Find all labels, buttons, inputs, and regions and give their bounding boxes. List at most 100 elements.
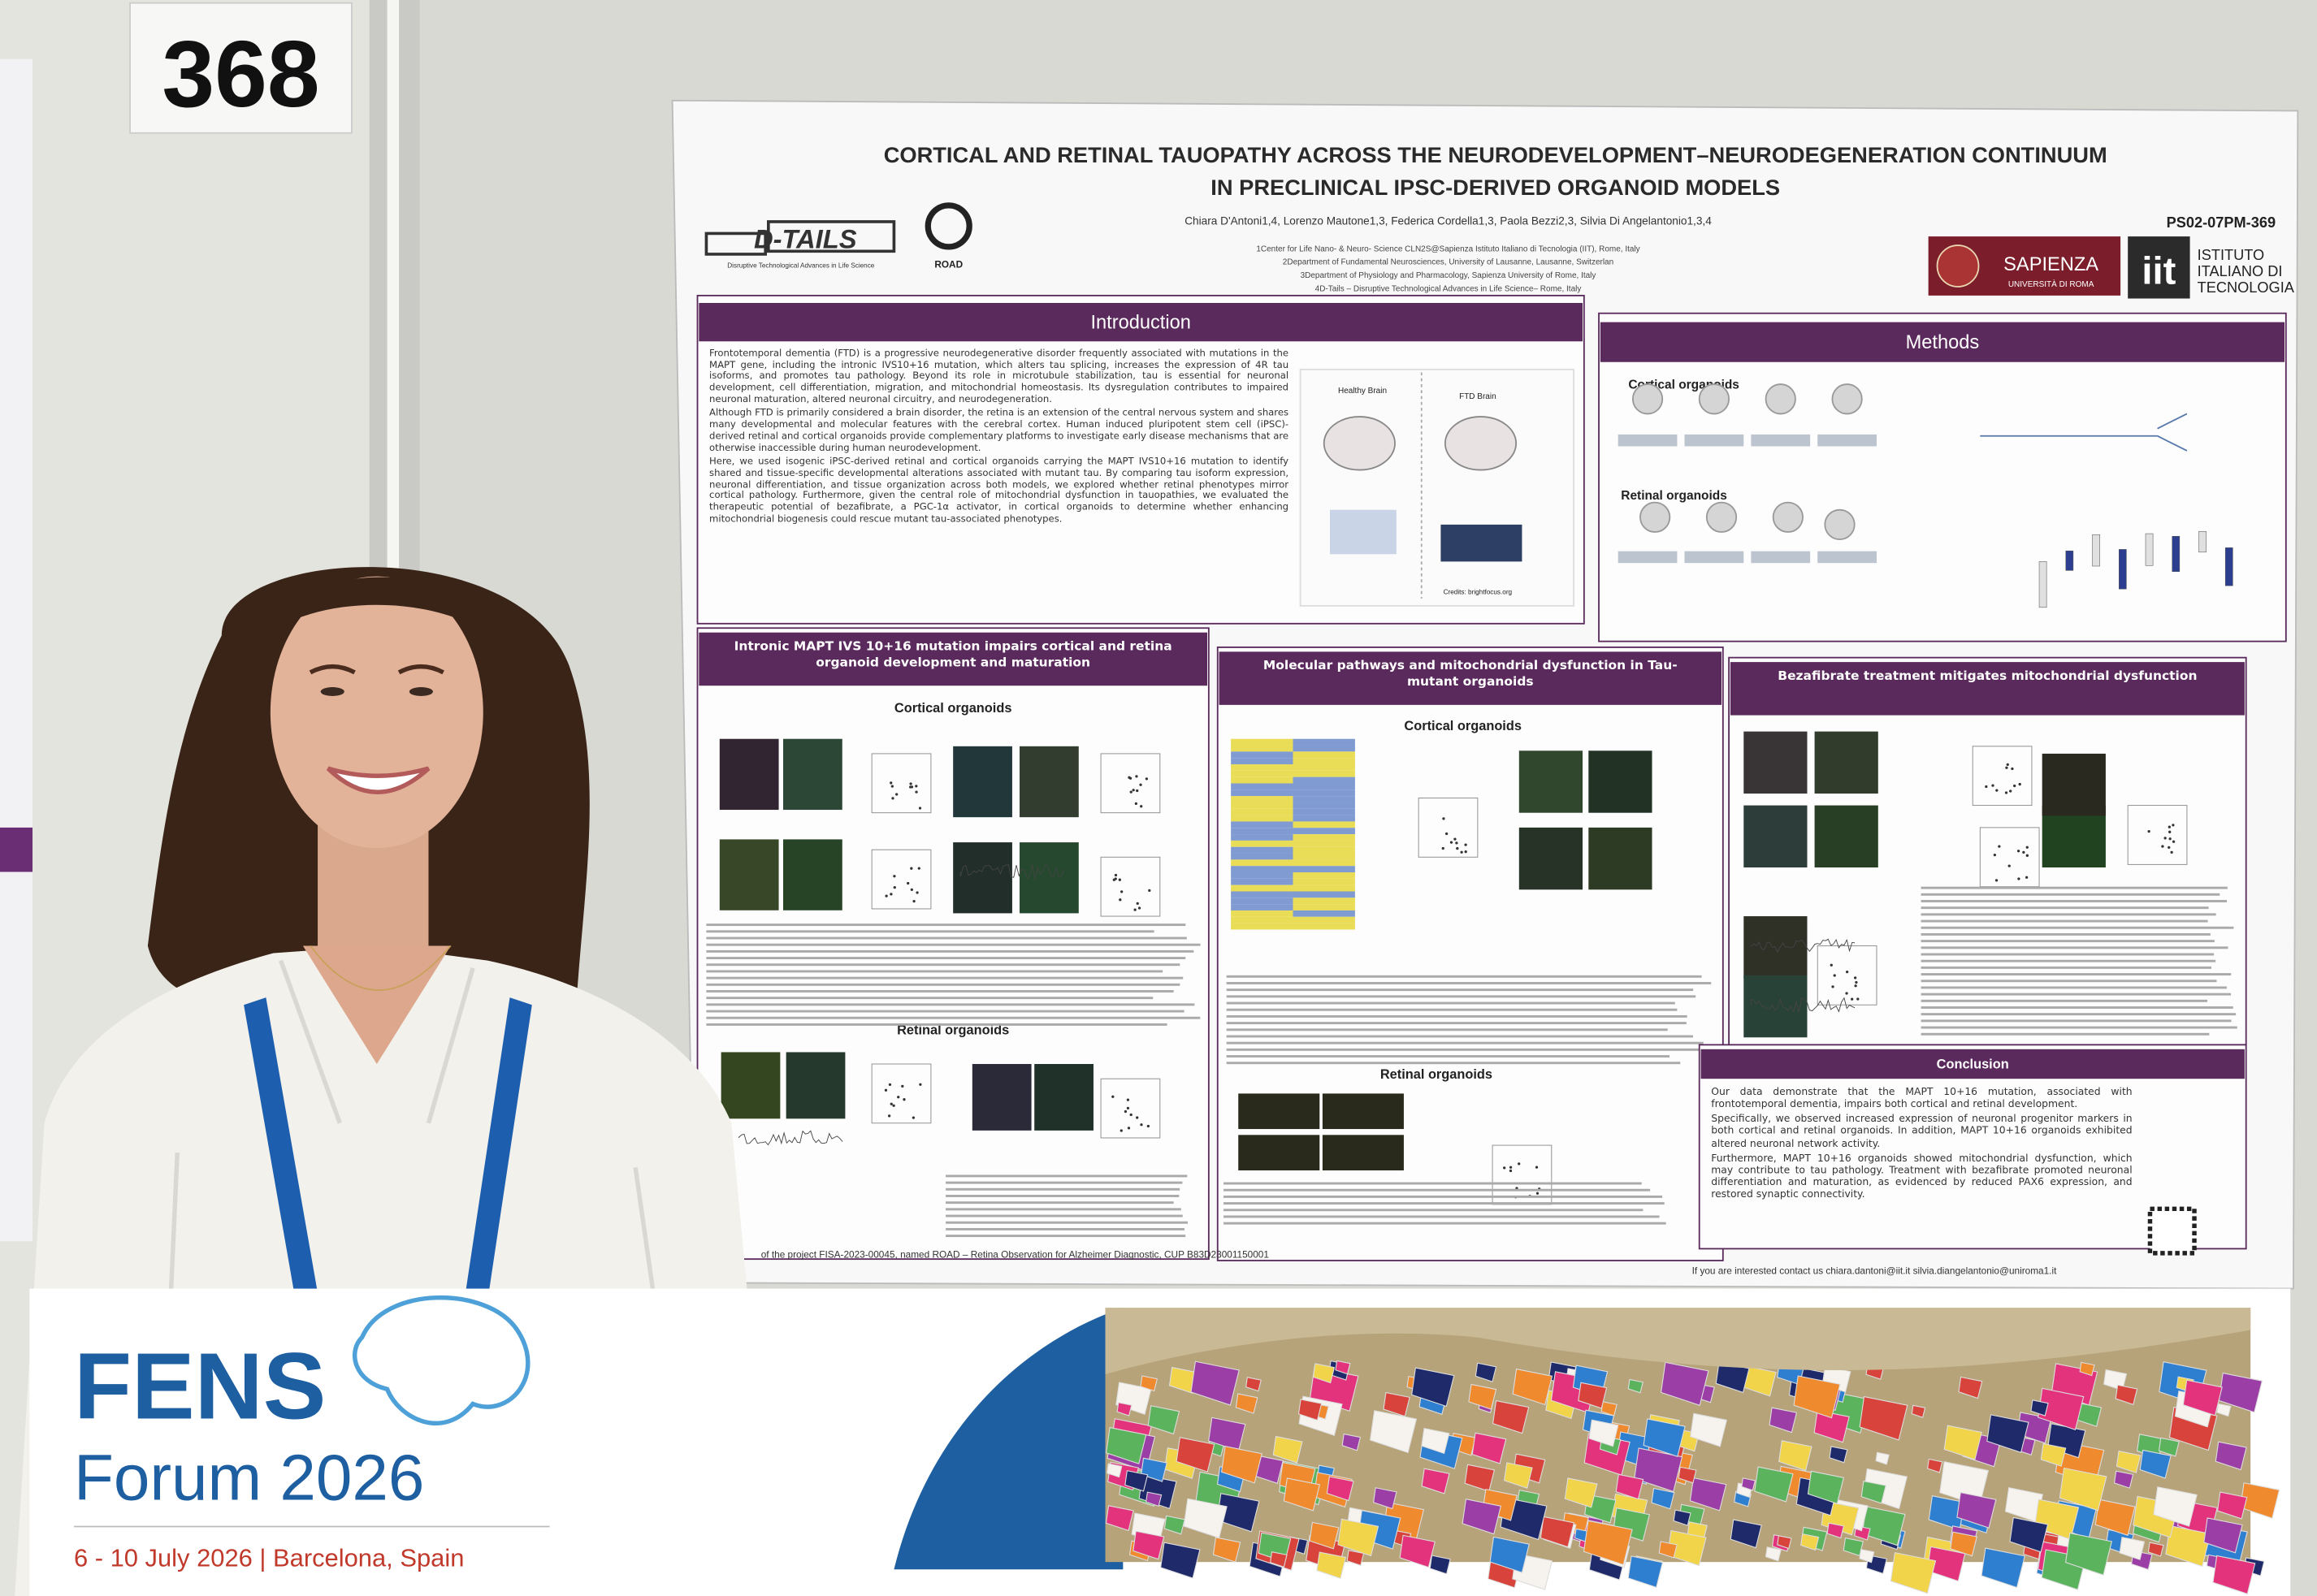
plot-dot: [1128, 776, 1131, 779]
plot-dot: [1120, 890, 1124, 893]
heatmap-cell: [1231, 796, 1293, 802]
timeline-step: [1751, 434, 1811, 447]
heatmap-cell: [1293, 828, 1355, 835]
plot-dot: [1456, 846, 1459, 850]
heatmap-cell: [1231, 916, 1293, 923]
mosaic-tile: [1950, 1531, 1977, 1557]
plot-dot: [1137, 906, 1141, 910]
organoid-illustration: [1639, 501, 1671, 533]
heatmap-cell: [1293, 859, 1355, 867]
mosaic-tile: [1369, 1410, 1418, 1454]
mosaic-tile: [1986, 1414, 2029, 1454]
caption-line: [1921, 1019, 2232, 1023]
plot-dot: [1856, 997, 1860, 1001]
heatmap-cell: [1231, 738, 1293, 746]
plot-dot: [1535, 1192, 1540, 1195]
neuron-illustration: [1440, 524, 1522, 562]
mosaic-tile: [1956, 1491, 1997, 1529]
plot-dot: [890, 781, 893, 785]
mosaic-tile: [2139, 1449, 2172, 1479]
timeline-step: [1751, 551, 1811, 564]
affiliation: 1Center for Life Nano- & Neuro- Science …: [1256, 244, 1639, 253]
caption-line: [1921, 946, 2228, 949]
caption-line: [1226, 1035, 1693, 1038]
caption-line: [706, 997, 1154, 1000]
mosaic-tile: [2113, 1470, 2134, 1489]
mosaic-tile: [2030, 1399, 2049, 1417]
plot-dot: [1148, 889, 1151, 892]
plot-dot: [2005, 766, 2008, 769]
mosaic-tile: [1220, 1446, 1262, 1484]
plot-dot: [1833, 974, 1836, 977]
micrograph: [783, 738, 842, 811]
plot-dot: [910, 867, 913, 870]
micrograph: [1743, 975, 1808, 1038]
organoid-illustration: [1631, 383, 1664, 415]
plot-dot: [897, 1096, 900, 1099]
mosaic-tile: [1106, 1426, 1147, 1464]
plot-dot: [909, 785, 912, 789]
caption-line: [1223, 1222, 1666, 1225]
mosaic-tile: [2212, 1555, 2256, 1595]
plot-dot: [1136, 789, 1139, 793]
mosaic-tile: [2009, 1516, 2049, 1553]
caption-line: [1226, 1022, 1687, 1025]
mosaic-tile: [1283, 1477, 1321, 1512]
caption-line: [1226, 1001, 1675, 1005]
caption-line: [946, 1187, 1180, 1191]
affiliation: 2Department of Fundamental Neurosciences…: [1283, 258, 1613, 267]
section-header: [1730, 662, 2245, 716]
figure-label: Credits: brightfocus.org: [1444, 588, 1513, 595]
caption-line: [1223, 1188, 1651, 1192]
plot-dot: [890, 1102, 893, 1105]
caption-line: [1921, 893, 2220, 896]
heatmap-cell: [1231, 783, 1293, 790]
heatmap-cell: [1293, 802, 1355, 809]
plot-dot: [1535, 1166, 1539, 1169]
panel-subheading: Retinal organoids: [1380, 1067, 1492, 1082]
plot-dot: [1509, 1169, 1513, 1173]
plot-dot: [2025, 846, 2029, 849]
mosaic-tile: [1859, 1548, 1875, 1564]
plot-dot: [1994, 879, 1999, 882]
mosaic-tile: [1133, 1530, 1165, 1560]
poster-code: PS02-07PM-369: [2167, 214, 2276, 231]
micrograph: [721, 1052, 781, 1119]
eyebrow: [309, 664, 444, 675]
iit-logo: iit: [2142, 249, 2176, 292]
plot-dot: [1444, 832, 1449, 836]
heatmap-cell: [1293, 904, 1355, 910]
micrograph: [1322, 1093, 1404, 1130]
mosaic-tile: [2059, 1467, 2107, 1512]
mosaic-tile: [2065, 1532, 2112, 1576]
plot-dot: [1134, 802, 1138, 806]
heatmap-cell: [1231, 828, 1293, 835]
paragraph: Although FTD is primarily considered a b…: [709, 407, 1289, 453]
plot-dot: [1136, 902, 1139, 905]
method-chart-bar: [2145, 533, 2154, 566]
plot-frame: [1817, 945, 1877, 1006]
caption-line: [946, 1208, 1181, 1211]
micrograph: [1020, 842, 1079, 914]
plot-dot: [1845, 992, 1848, 995]
calcium-trace: [1750, 938, 1856, 954]
mosaic-tile: [1492, 1399, 1530, 1434]
banner-arc: [894, 1308, 1124, 1570]
mosaic-tile: [1399, 1534, 1436, 1568]
heatmap-cell: [1231, 885, 1293, 892]
micrograph: [1743, 805, 1808, 868]
caption-line: [706, 936, 1187, 940]
plot-dot: [917, 867, 920, 870]
caption-line: [706, 970, 1163, 973]
caption-line: [946, 1221, 1189, 1224]
mosaic-tile: [2216, 1403, 2232, 1417]
mosaic-tile: [1769, 1407, 1798, 1434]
poster-footer: of the project FISA-2023-00045, named RO…: [761, 1248, 1269, 1260]
mosaic-tile: [1462, 1499, 1502, 1535]
section-header: [1219, 651, 1722, 705]
heatmap-cell: [1231, 764, 1293, 771]
caption-line: [1921, 940, 2215, 943]
mosaic-tile: [1981, 1547, 2025, 1589]
plot-dot: [2025, 854, 2029, 857]
heatmap-cell: [1293, 878, 1355, 885]
